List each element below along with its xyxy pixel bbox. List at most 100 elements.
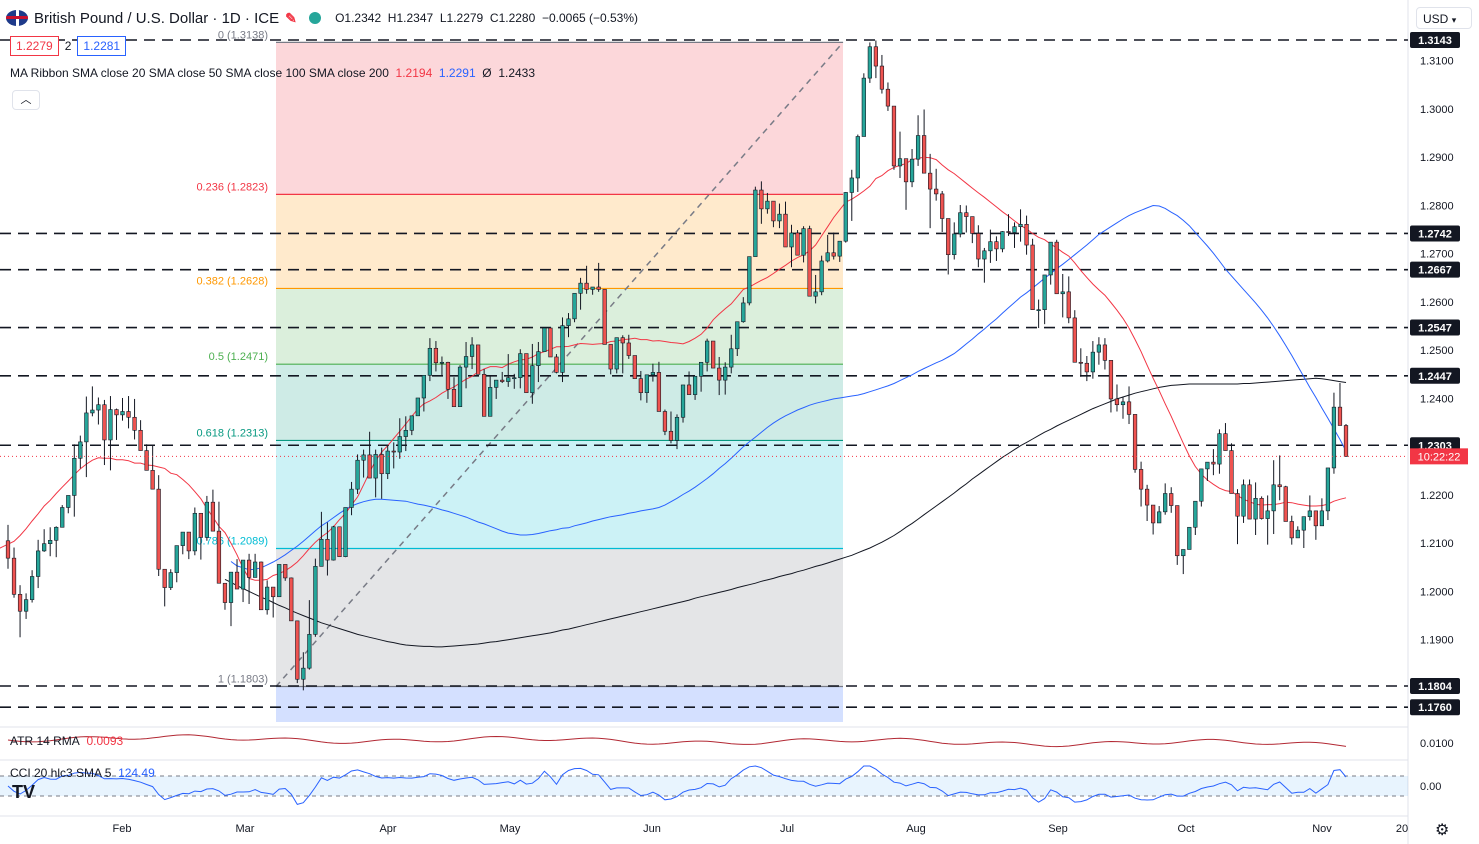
fib-level-label: 0.236 (1.2823) (196, 181, 268, 193)
candle-body (48, 540, 53, 544)
candle-body (560, 325, 565, 373)
level-price-label (1410, 699, 1460, 716)
candle-body (138, 430, 143, 451)
currency-selector[interactable]: USD ▾ (1416, 7, 1472, 29)
time-tick-label: Aug (906, 823, 926, 835)
time-tick-label: Jul (780, 823, 794, 835)
candle-body (789, 232, 794, 248)
candle-body (72, 457, 77, 496)
level-price-label (1410, 225, 1460, 242)
candle-body (1120, 401, 1126, 406)
candle-body (54, 526, 59, 541)
time-tick-label: Mar (236, 823, 255, 835)
candle-body (475, 344, 481, 375)
candle-body (240, 559, 246, 590)
candle-body (680, 384, 686, 418)
candle-body (1301, 516, 1306, 531)
candle-body (114, 409, 119, 416)
candle-body (1271, 484, 1276, 512)
candle-body (1325, 467, 1331, 512)
candle-body (1048, 241, 1053, 276)
candle-body (1006, 231, 1011, 233)
candle-body (1283, 486, 1288, 522)
candle-body (994, 241, 999, 250)
collapse-legend-button[interactable]: ︿ (12, 90, 40, 110)
candle-body (1253, 498, 1258, 520)
candle-body (759, 189, 764, 210)
edit-icon[interactable]: ✎ (285, 10, 297, 26)
settings-gear-icon[interactable]: ⚙ (1435, 822, 1450, 839)
sell-button[interactable]: 1.2279 (10, 36, 59, 56)
candle-body (970, 216, 975, 234)
candle-body (469, 344, 475, 357)
fib-zone (276, 194, 843, 289)
cci-legend[interactable]: CCI 20 hlc3 SMA 5 124.49 (10, 766, 155, 780)
candle-body (584, 282, 589, 290)
candle-body (620, 337, 625, 344)
candle-body (102, 404, 107, 441)
candle-body (66, 495, 71, 508)
candle-body (885, 88, 891, 107)
candle-body (656, 372, 662, 412)
candle-body (36, 550, 41, 577)
fib-level-label: 0.382 (1.2628) (196, 275, 268, 287)
candle-body (982, 250, 987, 260)
price-tick-label: 1.3000 (1420, 104, 1454, 116)
candle-body (289, 577, 294, 622)
candle-body (385, 450, 390, 475)
buy-button[interactable]: 1.2281 (77, 36, 127, 56)
candle-body (1042, 274, 1047, 310)
close-value: 1.2280 (498, 11, 536, 25)
candle-body (590, 286, 595, 290)
level-price-label (1410, 319, 1460, 336)
candle-body (692, 375, 698, 395)
candle-body (915, 135, 921, 160)
candle-body (228, 571, 234, 603)
sma50-line (230, 204, 1347, 571)
candle-body (42, 543, 47, 552)
candle-body (602, 289, 607, 345)
price-tick-label: 1.2200 (1420, 490, 1454, 502)
open-value: 1.2342 (344, 11, 382, 25)
candle-body (1169, 493, 1174, 506)
candle-body (168, 572, 173, 588)
level-price-label (1410, 32, 1460, 48)
candle-body (729, 348, 734, 368)
bid-ask-row: 1.2279 2 1.2281 (10, 36, 127, 56)
candle-body (723, 366, 728, 381)
price-tick-label: 1.1900 (1420, 635, 1454, 647)
candle-body (17, 594, 23, 612)
chevron-up-icon: ︿ (20, 94, 32, 106)
candle-body (837, 240, 842, 257)
sma100-value: Ø (482, 66, 492, 80)
candle-body (1018, 223, 1023, 228)
candle-body (265, 586, 270, 611)
candle-body (524, 353, 529, 393)
ma-ribbon-legend[interactable]: MA Ribbon SMA close 20 SMA close 50 SMA … (10, 66, 535, 80)
time-tick-label: Jun (643, 823, 661, 835)
candle-body (861, 77, 866, 137)
price-tick-label: 1.2900 (1420, 152, 1454, 164)
candle-body (1331, 406, 1337, 469)
candle-body (343, 507, 348, 558)
candle-body (108, 409, 113, 441)
time-tick-label: Sep (1048, 823, 1068, 835)
level-price-label (1410, 261, 1460, 278)
candle-body (1337, 406, 1343, 426)
level-price-label (1410, 678, 1460, 694)
candle-body (132, 416, 137, 431)
candle-body (1181, 549, 1186, 557)
level-price-text: 1.1804 (1418, 681, 1453, 693)
symbol-title[interactable]: British Pound / U.S. Dollar · 1D · ICE (34, 9, 280, 27)
candle-body (958, 212, 963, 235)
price-tick-label: 1.2800 (1420, 200, 1454, 212)
time-tick-label: Nov (1312, 823, 1332, 835)
candle-body (1223, 433, 1228, 451)
atr-legend[interactable]: ATR 14 RMA 0.0093 (10, 734, 124, 748)
candle-body (319, 539, 324, 567)
candle-body (753, 189, 758, 257)
candle-body (391, 450, 396, 453)
candle-body (536, 351, 541, 366)
sma200-value: 1.2433 (498, 66, 536, 80)
